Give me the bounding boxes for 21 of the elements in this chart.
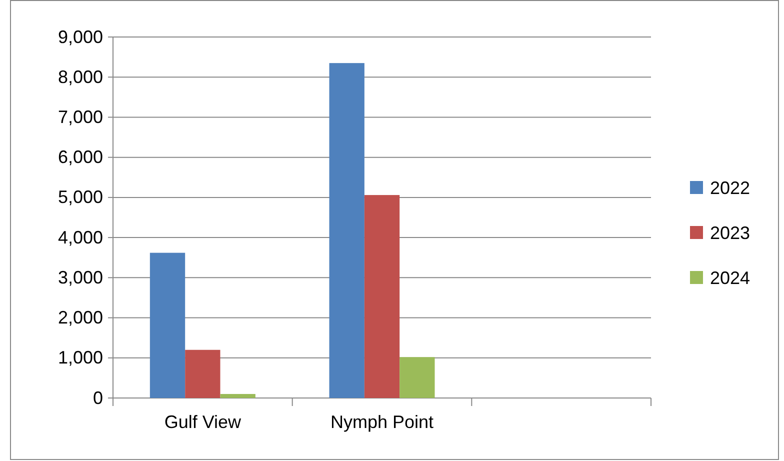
x-tick-label: Nymph Point — [330, 412, 434, 432]
bar — [400, 357, 435, 398]
x-tick-label: Gulf View — [164, 412, 242, 432]
y-tick-label: 7,000 — [58, 106, 103, 127]
y-tick-label: 0 — [92, 388, 103, 408]
y-tick-label: 8,000 — [58, 66, 103, 87]
legend-label: 2024 — [710, 268, 750, 288]
y-tick-label: 9,000 — [58, 26, 103, 47]
bar — [185, 350, 220, 398]
legend-label: 2023 — [710, 223, 750, 243]
bar — [329, 63, 364, 398]
bar — [150, 252, 186, 398]
y-tick-label: 4,000 — [58, 227, 103, 248]
y-tick-label: 6,000 — [58, 147, 103, 168]
bar — [364, 195, 400, 398]
legend-label: 2022 — [710, 178, 750, 198]
y-tick-label: 5,000 — [58, 187, 103, 208]
y-tick-label: 3,000 — [58, 267, 103, 288]
y-tick-label: 2,000 — [58, 308, 103, 328]
y-tick-label: 1,000 — [58, 348, 103, 368]
bar — [220, 394, 256, 398]
